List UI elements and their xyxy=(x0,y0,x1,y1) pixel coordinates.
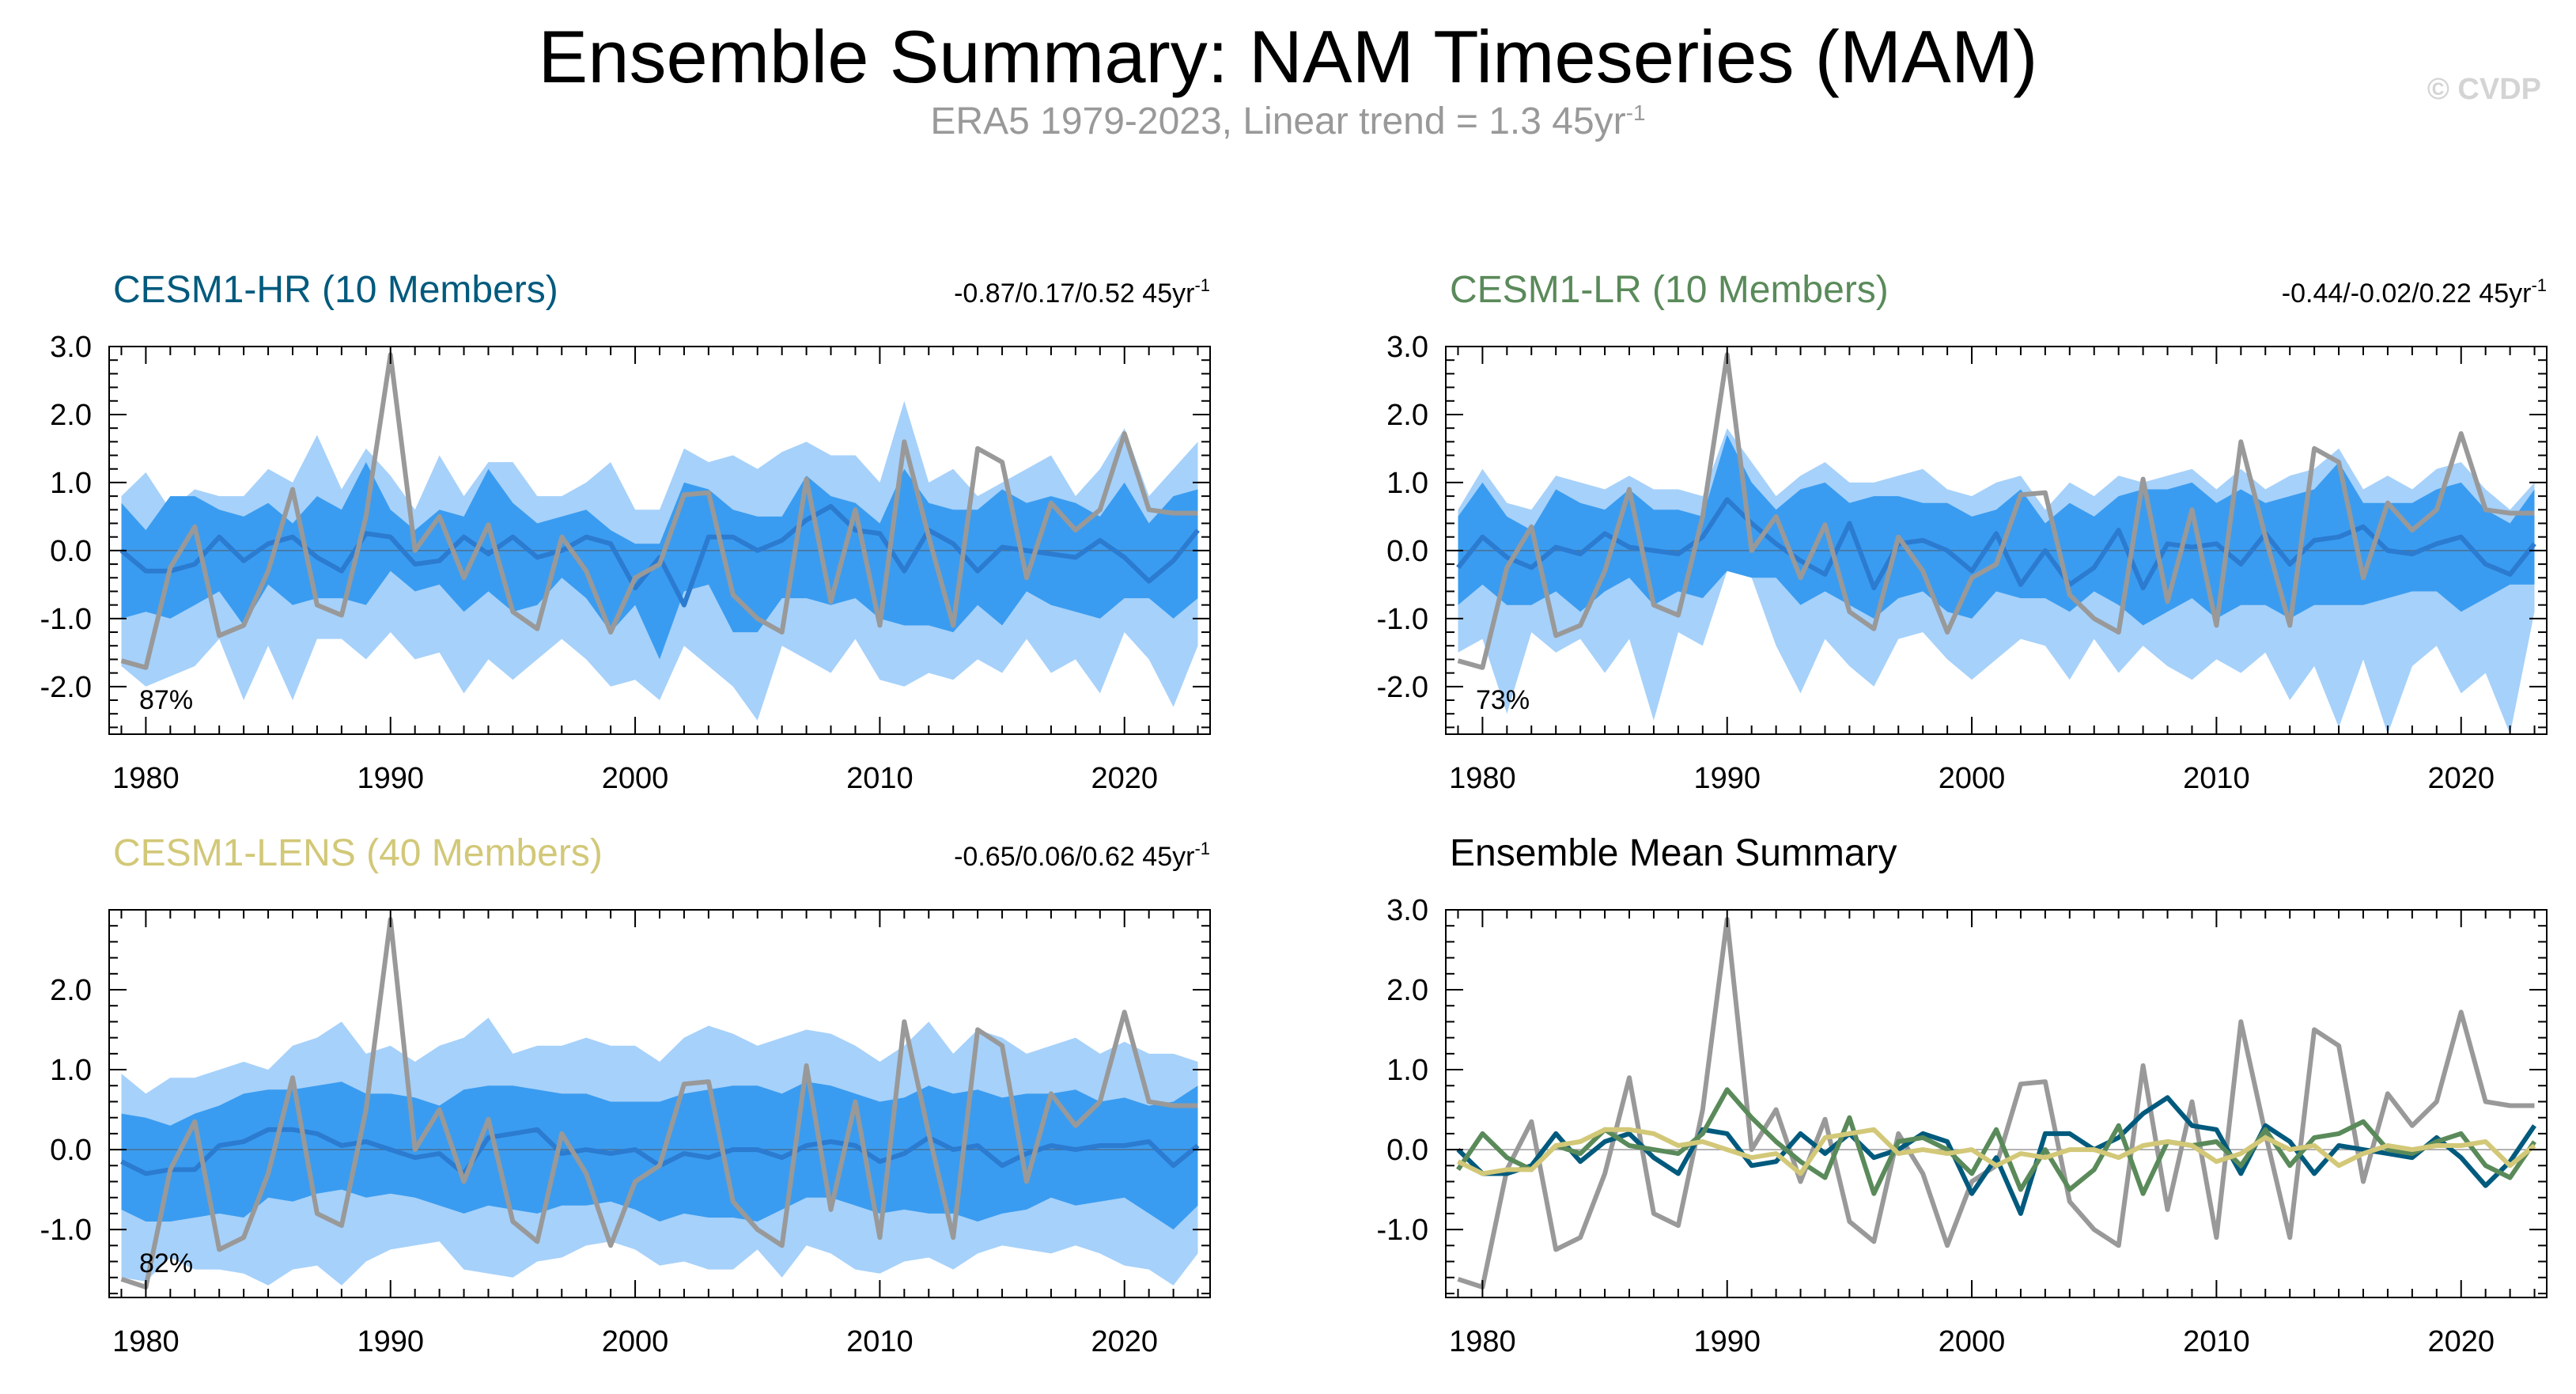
trend-range-text: -0.44/-0.02/0.22 45yr xyxy=(2282,278,2532,309)
trend-range-exponent: -1 xyxy=(1194,839,1210,858)
y-tick-label: 0.0 xyxy=(50,1134,92,1167)
x-tick-label: 2020 xyxy=(2427,1325,2495,1358)
y-tick-label: -1.0 xyxy=(1377,1214,1428,1247)
x-tick-label: 1980 xyxy=(112,1325,180,1358)
x-tick-label: 2010 xyxy=(2183,1325,2250,1358)
subtitle-text: ERA5 1979-2023, Linear trend = 1.3 45yr xyxy=(930,100,1626,142)
x-tick-label: 1990 xyxy=(357,762,424,795)
percent-label: 73% xyxy=(1476,685,1530,715)
trend-range-exponent: -1 xyxy=(1194,275,1210,295)
y-tick-label: 3.0 xyxy=(50,331,92,364)
x-tick-label: 1980 xyxy=(1449,1325,1516,1358)
series-line-cesm1-hr xyxy=(1456,1095,2536,1216)
trend-range-label: -0.44/-0.02/0.22 45yr-1 xyxy=(2282,275,2547,309)
x-tick-label: 1990 xyxy=(357,1325,424,1358)
y-tick-label: -1.0 xyxy=(1377,603,1428,636)
trend-range-label: -0.87/0.17/0.52 45yr-1 xyxy=(954,275,1210,309)
panel-title: Ensemble Mean Summary xyxy=(1450,832,1897,874)
x-tick-label: 2010 xyxy=(2183,762,2250,795)
x-tick-label: 2000 xyxy=(1939,1325,2006,1358)
y-tick-label: 2.0 xyxy=(1386,399,1428,432)
inner-band-area xyxy=(121,1081,1198,1230)
subtitle-exponent: -1 xyxy=(1625,100,1646,125)
trend-range-label: -0.65/0.06/0.62 45yr-1 xyxy=(954,839,1210,872)
trend-range-exponent: -1 xyxy=(2531,275,2547,295)
x-tick-label: 2020 xyxy=(1091,1325,1158,1358)
x-tick-label: 2020 xyxy=(1091,762,1158,795)
percent-label: 82% xyxy=(139,1248,193,1278)
y-tick-label: 2.0 xyxy=(50,399,92,432)
x-tick-label: 1980 xyxy=(1449,762,1516,795)
x-tick-label: 2000 xyxy=(602,762,669,795)
watermark: © CVDP xyxy=(2427,73,2541,106)
y-tick-label: 2.0 xyxy=(50,974,92,1007)
y-tick-label: 1.0 xyxy=(50,1054,92,1087)
panel-bottom-left: 1980 1990 2000 2010 2020 -1.0 0.0 1.0 2.0 CESM1-L… xyxy=(40,832,1211,1358)
trend-range-text: -0.87/0.17/0.52 45yr xyxy=(954,278,1194,309)
observation-line xyxy=(120,917,1198,1290)
y-tick-label: 3.0 xyxy=(1386,894,1428,927)
panel-bottom-right: 1980 1990 2000 2010 2020 -1.0 0.0 1.0 2.0 3.0 Ense… xyxy=(1377,832,2548,1358)
series-line-era5 xyxy=(1457,917,2535,1290)
panel-title: CESM1-LENS (40 Members) xyxy=(113,832,603,874)
y-tick-label: 2.0 xyxy=(1386,974,1428,1007)
y-tick-label: 0.0 xyxy=(1386,1134,1428,1167)
x-tick-label: 2010 xyxy=(846,762,914,795)
observation-line xyxy=(1457,352,2535,670)
y-tick-label: -2.0 xyxy=(40,671,92,704)
x-tick-label: 1980 xyxy=(112,762,180,795)
percent-label: 87% xyxy=(139,685,193,715)
y-tick-label: 1.0 xyxy=(50,467,92,500)
x-tick-label: 2020 xyxy=(2427,762,2495,795)
series-line-cesm1-lens xyxy=(1457,1127,2536,1176)
y-tick-label: -1.0 xyxy=(40,1214,92,1247)
y-tick-label: 3.0 xyxy=(1386,331,1428,364)
observation-line xyxy=(120,352,1198,670)
x-tick-label: 2000 xyxy=(1939,762,2006,795)
y-tick-label: -1.0 xyxy=(40,603,92,636)
panel-title: CESM1-HR (10 Members) xyxy=(113,269,558,311)
plot-frame xyxy=(1445,909,2548,1298)
y-tick-label: -2.0 xyxy=(1377,671,1428,704)
y-tick-label: 0.0 xyxy=(1386,535,1428,568)
x-tick-label: 1990 xyxy=(1693,762,1761,795)
x-tick-label: 2010 xyxy=(846,1325,914,1358)
trend-range-text: -0.65/0.06/0.62 45yr xyxy=(954,842,1194,872)
inner-band-area xyxy=(1458,434,2535,626)
y-tick-label: 1.0 xyxy=(1386,1054,1428,1087)
panel-top-right: 1980 1990 2000 2010 2020 -2.0 -1.0 0.0 1.0 2.0 3.0… xyxy=(1377,269,2548,795)
panel-top-left: 1980 1990 2000 2010 2020 -2.0 -1.0 0.0 1.0 2.0 3.0… xyxy=(40,269,1211,795)
main-title: Ensemble Summary: NAM Timeseries (MAM) xyxy=(538,15,2038,98)
y-tick-label: 1.0 xyxy=(1386,467,1428,500)
x-tick-label: 1990 xyxy=(1693,1325,1761,1358)
series-line-cesm1-lr xyxy=(1456,1087,2536,1196)
y-tick-label: 0.0 xyxy=(50,535,92,568)
subtitle: ERA5 1979-2023, Linear trend = 1.3 45yr-… xyxy=(0,100,2576,143)
x-tick-label: 2000 xyxy=(602,1325,669,1358)
panel-title: CESM1-LR (10 Members) xyxy=(1450,269,1889,311)
